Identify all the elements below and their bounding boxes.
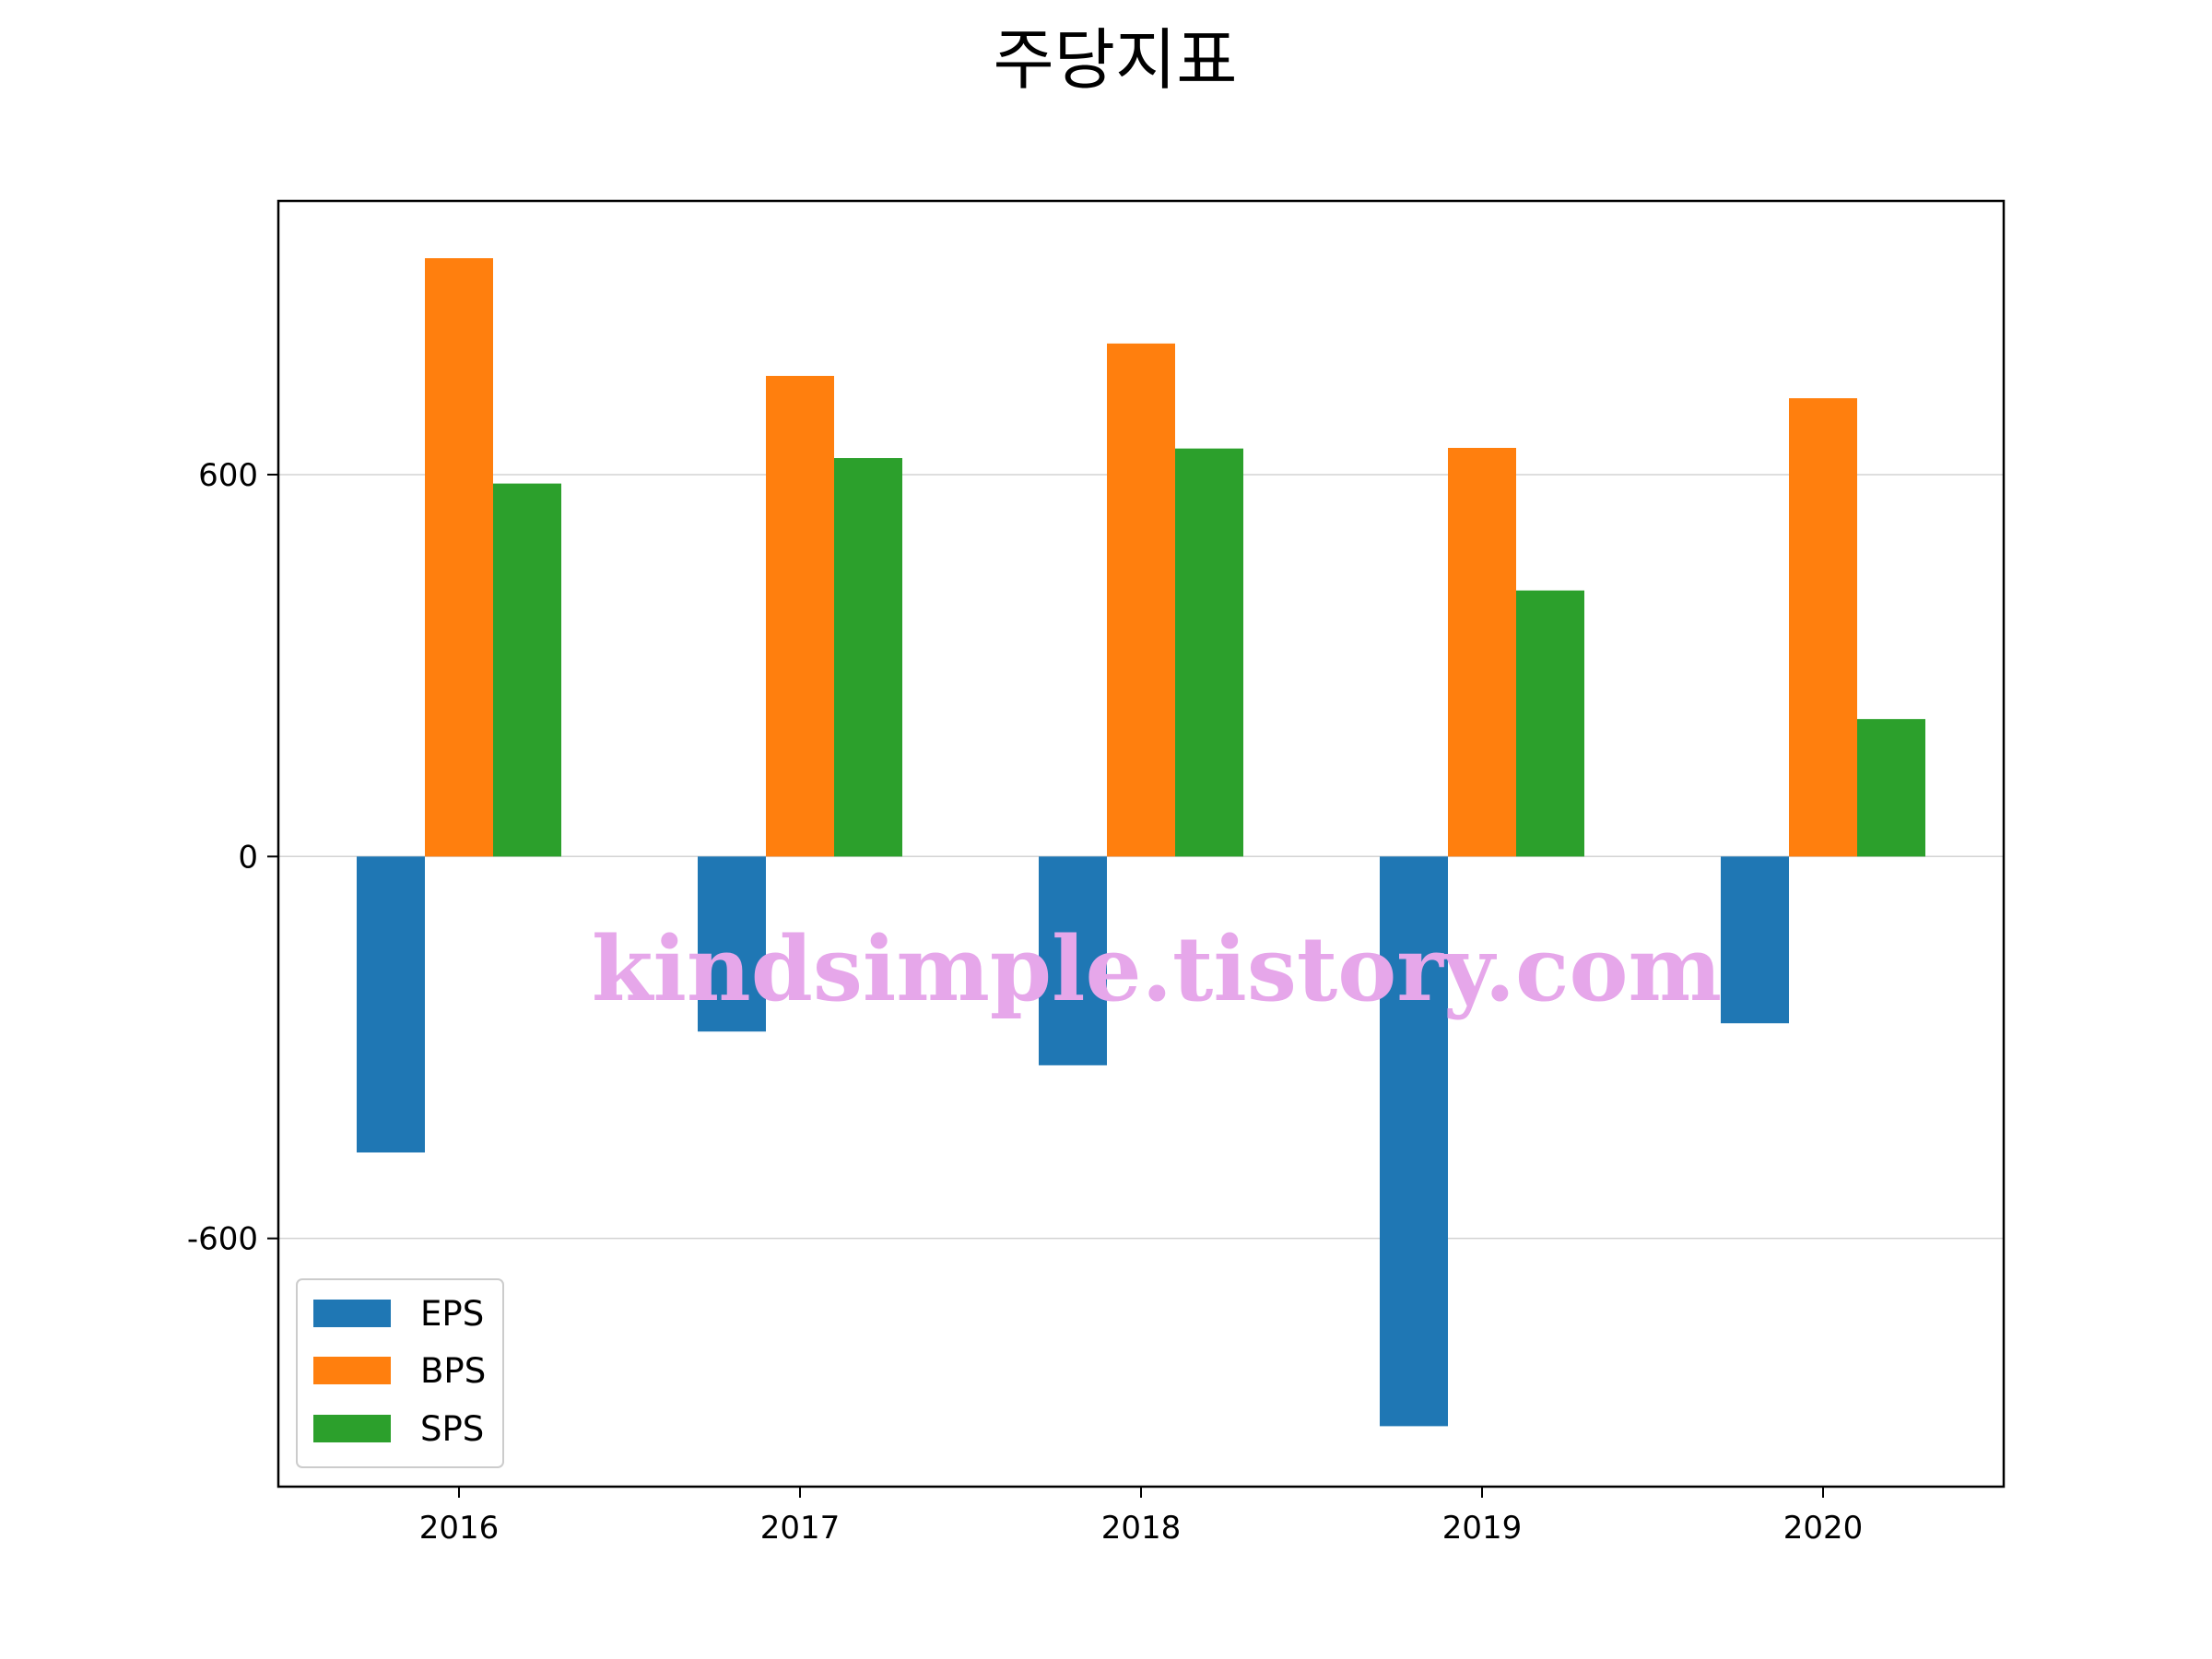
bar-eps-2019 — [1380, 856, 1448, 1427]
bar-bps-2017 — [766, 375, 834, 857]
bar-eps-2018 — [1039, 856, 1107, 1065]
y-tick-label: 600 — [198, 457, 258, 494]
bar-bps-2016 — [425, 258, 493, 857]
bar-bps-2018 — [1107, 343, 1175, 857]
x-tick-label: 2016 — [419, 1510, 500, 1547]
bar-group — [357, 258, 1925, 1427]
bar-bps-2020 — [1789, 398, 1857, 857]
legend-swatch-sps — [313, 1415, 391, 1442]
bar-sps-2020 — [1857, 719, 1925, 857]
bar-eps-2017 — [698, 856, 766, 1032]
bar-sps-2016 — [493, 483, 561, 857]
legend-label-eps: EPS — [420, 1294, 484, 1334]
bar-sps-2017 — [834, 458, 902, 857]
legend-label-bps: BPS — [420, 1351, 486, 1391]
legend-swatch-bps — [313, 1357, 391, 1384]
y-tick-label: -600 — [187, 1221, 258, 1258]
legend: EPS BPS SPS — [296, 1278, 504, 1468]
legend-label-sps: SPS — [420, 1409, 484, 1449]
bar-bps-2019 — [1448, 447, 1516, 857]
chart-title: 주당지표 — [994, 21, 1238, 99]
y-tick-label: 0 — [238, 839, 258, 876]
y-axis: -600 0 600 — [187, 457, 278, 1258]
bar-sps-2018 — [1175, 448, 1243, 857]
x-tick-label: 2017 — [760, 1510, 841, 1547]
bar-sps-2019 — [1516, 590, 1584, 857]
x-tick-label: 2018 — [1101, 1510, 1182, 1547]
x-tick-label: 2019 — [1442, 1510, 1523, 1547]
x-axis: 2016 2017 2018 2019 2020 — [419, 1487, 1864, 1547]
watermark-text: kindsimple.tistory.com — [592, 917, 1722, 1021]
bar-eps-2020 — [1721, 856, 1789, 1024]
legend-swatch-eps — [313, 1300, 391, 1327]
x-tick-label: 2020 — [1783, 1510, 1864, 1547]
bar-eps-2016 — [357, 856, 425, 1153]
